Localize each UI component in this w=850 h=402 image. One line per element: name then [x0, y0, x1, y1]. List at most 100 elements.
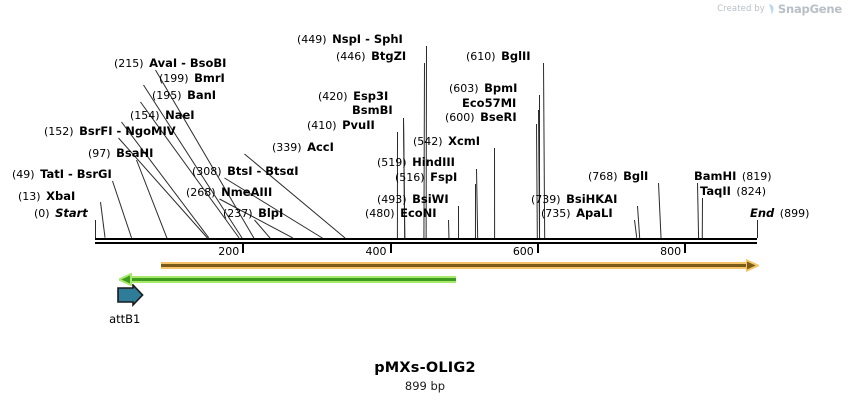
marker-start: (0) Start: [34, 206, 88, 221]
restriction-site-label[interactable]: (610) BglII: [466, 50, 531, 64]
site-leader-line: [701, 197, 703, 239]
restriction-site-label[interactable]: (339) AccI: [272, 140, 334, 155]
feature-bar-green[interactable]: [129, 276, 456, 283]
ruler-tick: [684, 244, 687, 253]
site-position: (600): [445, 111, 481, 124]
ruler-tick: [536, 244, 539, 253]
restriction-site-label[interactable]: (446) BtgZI: [336, 50, 406, 64]
site-name: BanI: [187, 88, 217, 102]
site-leader-line: [448, 219, 450, 239]
site-position: (49): [12, 168, 41, 181]
site-name: Esp3I: [353, 89, 389, 103]
site-position: (410): [307, 119, 343, 132]
restriction-site-label[interactable]: (49) TatI - BsrGI: [12, 167, 112, 182]
site-position: (819): [736, 170, 772, 183]
site-name: AccI: [307, 140, 334, 154]
restriction-site-label[interactable]: (199) BmrI: [159, 71, 225, 86]
site-name: ApaLI: [576, 206, 613, 220]
site-leader-line: [136, 159, 168, 239]
restriction-site-label[interactable]: BamHI (819): [694, 170, 772, 184]
restriction-site-label[interactable]: (268) NmeAIII: [186, 185, 273, 200]
site-position: (446): [336, 50, 372, 63]
site-name: FspI: [430, 170, 458, 184]
site-leader-line: [396, 131, 398, 239]
site-name: BsiHKAI: [566, 192, 618, 206]
restriction-site-label[interactable]: (516) FspI: [395, 170, 458, 185]
site-leader-line: [100, 201, 106, 239]
feature-bar-orange[interactable]: [161, 262, 748, 269]
site-name: BsmBI: [352, 103, 393, 117]
backbone-strand-bottom: [95, 242, 757, 244]
feature-arrowhead-orange: [746, 259, 759, 272]
marker-leader-start: [95, 220, 96, 238]
site-name: XbaI: [46, 189, 76, 203]
site-name: BglI: [623, 169, 649, 183]
restriction-site-label[interactable]: TaqII (824): [700, 184, 767, 199]
restriction-site-label[interactable]: (13) XbaI: [18, 189, 76, 204]
site-position: (824): [730, 185, 767, 198]
site-leader-line: [458, 205, 460, 239]
site-position: (420): [318, 90, 354, 103]
restriction-site-label[interactable]: (97) BsaHI: [88, 146, 154, 161]
site-name: BsiWI: [412, 192, 449, 206]
snapgene-leaf-icon: [768, 3, 775, 15]
site-name: PvuII: [342, 118, 375, 132]
site-leader-line: [658, 182, 662, 239]
snapgene-watermark: Created by SnapGene: [717, 2, 842, 16]
feature-arrow-attB1[interactable]: [117, 284, 145, 308]
restriction-site-label[interactable]: (603) BpmI: [449, 81, 518, 96]
site-position: (480): [365, 207, 401, 220]
site-name: BtsI - BtsαI: [227, 164, 299, 178]
page-title: pMXs-OLIG2: [374, 360, 476, 376]
restriction-site-label[interactable]: (449) NspI - SphI: [297, 33, 403, 47]
feature-label-attB1: attB1: [109, 312, 141, 326]
site-name: BsaHI: [116, 146, 154, 160]
marker-end: End (899): [750, 206, 810, 221]
site-name: BmrI: [194, 71, 225, 85]
site-position: (449): [297, 33, 333, 46]
restriction-site-label[interactable]: (152) BsrFI - NgoMIV: [44, 125, 176, 139]
restriction-site-label[interactable]: (215) AvaI - BsoBI: [114, 57, 226, 71]
site-position: (603): [449, 82, 485, 95]
site-name: NaeI: [165, 108, 195, 122]
site-position: (735): [541, 207, 577, 220]
watermark-prefix: Created by: [717, 4, 765, 14]
restriction-site-label[interactable]: (542) XcmI: [413, 135, 480, 149]
restriction-site-label[interactable]: (739) BsiHKAI: [531, 192, 618, 207]
restriction-site-label[interactable]: (768) BglI: [588, 169, 649, 184]
site-position: (516): [395, 171, 431, 184]
site-name: NmeAIII: [221, 185, 273, 199]
restriction-site-label[interactable]: Eco57MI: [462, 97, 516, 110]
restriction-site-label[interactable]: (480) EcoNI: [365, 206, 437, 221]
site-position: (152): [44, 125, 80, 138]
sequence-length: 899 bp: [404, 379, 446, 393]
restriction-site-label[interactable]: (237) BlpI: [223, 206, 284, 221]
restriction-site-label[interactable]: (308) BtsI - BtsαI: [192, 164, 299, 179]
feature-arrowhead-green: [119, 273, 133, 286]
restriction-site-label[interactable]: (154) NaeI: [130, 108, 195, 123]
restriction-site-label[interactable]: (600) BseRI: [445, 111, 517, 125]
ruler-tick-label: 800: [660, 245, 682, 258]
backbone-strand-top: [95, 238, 757, 240]
site-name: EcoNI: [400, 206, 437, 220]
site-position: (519): [377, 156, 413, 169]
restriction-site-label[interactable]: BsmBI: [352, 104, 393, 117]
restriction-site-label[interactable]: (735) ApaLI: [541, 206, 613, 221]
ruler-tick-label: 600: [512, 245, 534, 258]
restriction-site-label[interactable]: (410) PvuII: [307, 118, 375, 133]
site-position: (154): [130, 109, 166, 122]
site-position: (195): [152, 89, 188, 102]
site-leader-line: [634, 219, 638, 239]
site-leader-line: [476, 168, 479, 238]
site-name: TaqII: [700, 184, 731, 198]
site-name: BlpI: [258, 206, 284, 220]
site-position: (768): [588, 170, 624, 183]
site-name: TatI - BsrGI: [40, 167, 112, 181]
site-position: (237): [223, 207, 259, 220]
restriction-site-label[interactable]: (493) BsiWI: [377, 192, 449, 207]
restriction-site-label[interactable]: (195) BanI: [152, 88, 217, 103]
site-name: BpmI: [484, 81, 518, 95]
restriction-site-label[interactable]: (420) Esp3I: [318, 89, 389, 104]
ruler-tick-label: 200: [218, 245, 240, 258]
restriction-site-label[interactable]: (519) HindIII: [377, 156, 455, 170]
